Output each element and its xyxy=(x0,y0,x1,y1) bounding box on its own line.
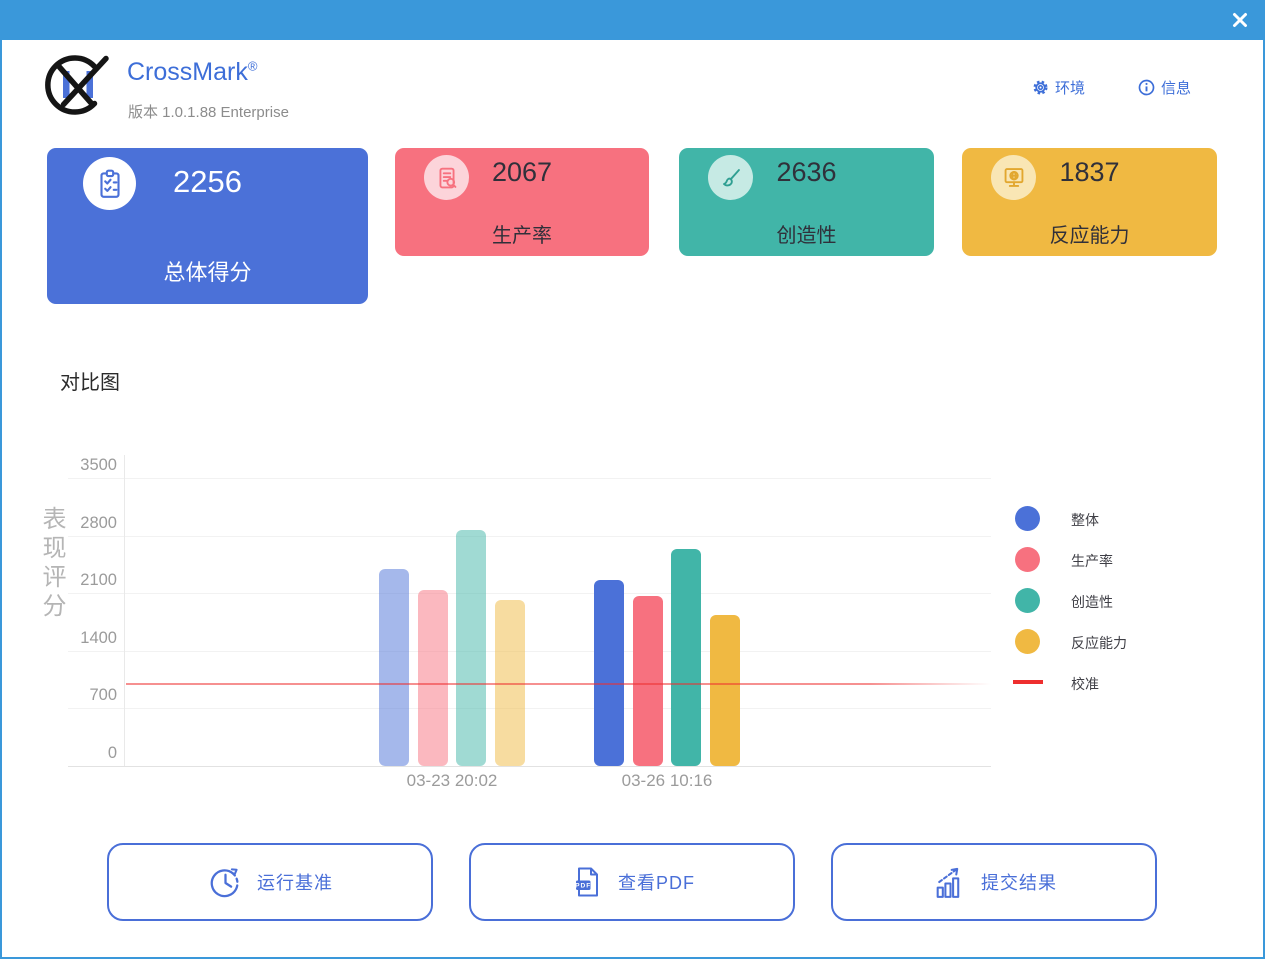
run-benchmark-label: 运行基准 xyxy=(257,873,333,893)
y-tick-label-1400: 1400 xyxy=(80,628,117,647)
legend-swatch-overall xyxy=(1015,505,1040,531)
submit-results-label: 提交结果 xyxy=(981,873,1057,893)
gridline-2100 xyxy=(68,593,991,595)
legend-swatch-productivity xyxy=(1015,546,1040,572)
close-icon[interactable] xyxy=(1231,11,1249,29)
gear-icon xyxy=(1033,80,1048,95)
clock-icon xyxy=(210,867,239,897)
view-pdf-button[interactable]: PDF 查看PDF xyxy=(469,843,795,921)
score-card-creativity: 2636 创造性 xyxy=(679,148,934,256)
gridline-1400 xyxy=(68,650,991,652)
trademark-symbol: ® xyxy=(247,58,258,74)
overall-score-label: 总体得分 xyxy=(163,260,252,285)
bar-creativity-run2 xyxy=(671,549,702,766)
creativity-score-value: 2636 xyxy=(776,157,837,187)
overall-score-value: 2256 xyxy=(173,164,242,199)
legend-swatch-creativity xyxy=(1015,587,1040,613)
responsiveness-score-value: 1837 xyxy=(1059,157,1120,187)
bar-productivity-run2 xyxy=(632,595,663,766)
app-version: 版本 1.0.1.88 Enterprise xyxy=(128,104,289,121)
window-border-left xyxy=(0,0,2,959)
info-icon xyxy=(1138,79,1155,96)
score-card-productivity: 2067 生产率 xyxy=(395,148,649,256)
creativity-score-label: 创造性 xyxy=(776,225,837,247)
nav-environment-label: 环境 xyxy=(1055,80,1086,97)
nav-environment[interactable]: 环境 xyxy=(1032,77,1085,98)
legend-swatch-responsiveness xyxy=(1015,628,1040,654)
bar-creativity-run1 xyxy=(456,529,487,766)
y-axis-line xyxy=(124,455,125,766)
legend-label-creativity: 创造性 xyxy=(1071,594,1113,610)
chart-section-title: 对比图 xyxy=(60,372,120,394)
window-border-bottom xyxy=(0,957,1265,959)
productivity-score-value: 2067 xyxy=(491,157,553,187)
y-tick-label-2800: 2800 xyxy=(80,513,117,532)
legend-label-productivity: 生产率 xyxy=(1071,553,1113,569)
window-border-right xyxy=(1263,0,1265,959)
app-title: CrossMark® xyxy=(127,58,258,86)
gridline-700 xyxy=(68,708,991,710)
legend-label-overall: 整体 xyxy=(1071,512,1099,528)
responsiveness-score-label: 反应能力 xyxy=(1049,225,1130,247)
legend-swatch-calibration xyxy=(1013,680,1043,684)
score-card-overall: 2256 总体得分 xyxy=(47,148,368,304)
y-axis-title: 表现评分 xyxy=(38,506,65,622)
calibration-line xyxy=(126,682,991,685)
title-bar xyxy=(0,0,1265,40)
bar-responsiveness-run2 xyxy=(710,614,741,766)
legend-label-calibration: 校准 xyxy=(1071,676,1099,692)
monitor-globe-icon xyxy=(991,155,1036,200)
gridline-2800 xyxy=(68,535,991,537)
productivity-score-label: 生产率 xyxy=(492,225,552,247)
paintbrush-icon xyxy=(708,155,753,200)
view-pdf-label: 查看PDF xyxy=(618,873,695,893)
clipboard-checklist-icon xyxy=(83,157,136,210)
nav-info[interactable]: 信息 xyxy=(1138,77,1191,98)
submit-results-icon xyxy=(936,867,960,898)
score-card-responsiveness: 1837 反应能力 xyxy=(962,148,1217,256)
legend-label-responsiveness: 反应能力 xyxy=(1071,635,1127,651)
run-benchmark-button[interactable]: 运行基准 xyxy=(107,843,433,921)
gridline-3500 xyxy=(68,478,991,479)
bar-overall-run1 xyxy=(379,568,409,766)
submit-results-button[interactable]: 提交结果 xyxy=(831,843,1157,921)
y-tick-label-0: 0 xyxy=(107,744,117,762)
bar-productivity-run1 xyxy=(417,589,448,766)
gridline-0 xyxy=(68,766,991,767)
nav-info-label: 信息 xyxy=(1161,80,1192,97)
y-tick-label-700: 700 xyxy=(89,686,117,705)
svg-text:PDF: PDF xyxy=(575,883,591,890)
pdf-icon: PDF xyxy=(575,867,598,897)
crossmark-logo-icon xyxy=(45,55,109,115)
y-tick-label-3500: 3500 xyxy=(80,456,117,474)
document-search-icon xyxy=(424,155,469,200)
x-axis-label-1: 03-23 20:02 xyxy=(406,771,498,790)
y-tick-label-2100: 2100 xyxy=(80,571,117,590)
x-axis-label-2: 03-26 10:16 xyxy=(621,771,713,790)
bar-overall-run2 xyxy=(594,580,624,766)
